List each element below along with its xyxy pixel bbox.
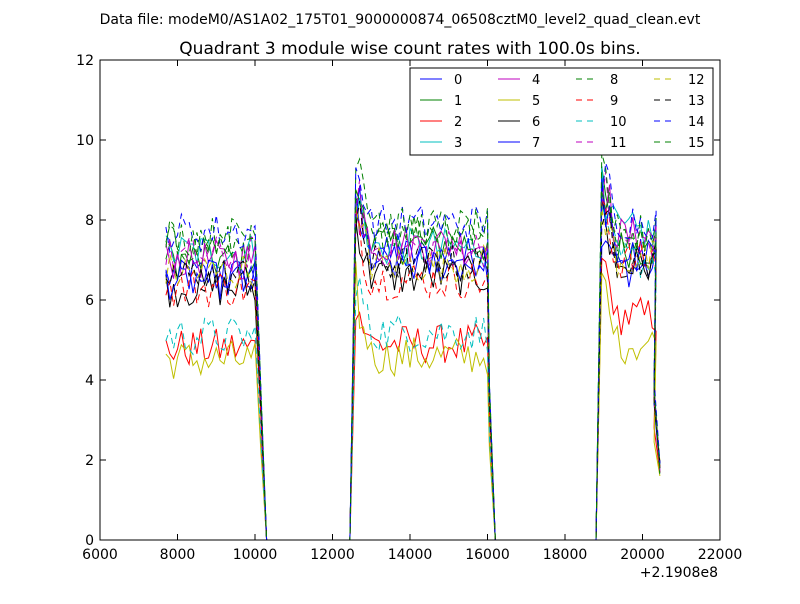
legend-label-4: 4 [532,73,540,88]
legend-label-12: 12 [688,73,705,88]
legend-label-14: 14 [688,115,705,130]
legend-label-15: 15 [688,136,705,151]
series-line-14 [165,162,661,541]
legend-label-3: 3 [454,136,462,151]
legend-label-6: 6 [532,115,540,130]
series-layer [165,152,661,541]
series-line-15 [165,152,661,541]
x-tick-label: 22000 [698,547,743,563]
series-line-2 [165,257,661,541]
series-line-9 [165,199,661,541]
legend-box [409,67,714,156]
series-line-11 [165,170,661,541]
x-offset-label: +2.1908e8 [640,565,718,581]
y-tick-label: 8 [85,213,94,229]
y-tick-label: 12 [76,53,94,69]
legend-label-5: 5 [532,94,540,109]
y-tick-label: 10 [76,133,94,149]
axis-ticks: 6000 8000 10000 12000 14000 16000 18000 20000 22… [76,53,742,563]
legend-label-11: 11 [610,136,627,151]
x-tick-label: 14000 [388,547,433,563]
x-tick-label: 18000 [543,547,588,563]
legend-label-0: 0 [454,73,462,88]
series-line-6 [165,197,661,541]
x-tick-label: 20000 [620,547,665,563]
x-tick-label: 16000 [465,547,510,563]
legend-label-10: 10 [610,115,627,130]
series-line-8 [165,157,661,541]
y-tick-label: 0 [85,533,94,549]
series-line-13 [165,200,661,541]
x-tick-label: 8000 [160,547,196,563]
legend-label-7: 7 [532,136,540,151]
legend-label-9: 9 [610,94,618,109]
x-tick-label: 6000 [82,547,118,563]
y-tick-label: 2 [85,453,94,469]
series-line-5 [165,261,661,541]
chart-title: Quadrant 3 module wise count rates with … [179,39,640,59]
y-tick-label: 6 [85,293,94,309]
legend-label-1: 1 [454,94,462,109]
legend-label-8: 8 [610,73,618,88]
series-line-12 [165,203,661,541]
y-tick-label: 4 [85,373,94,389]
legend-label-2: 2 [454,115,462,130]
legend-label-13: 13 [688,94,705,109]
figure-suptitle: Data file: modeM0/AS1A02_175T01_90000008… [100,12,701,28]
x-tick-label: 10000 [233,547,278,563]
x-tick-label: 12000 [310,547,355,563]
